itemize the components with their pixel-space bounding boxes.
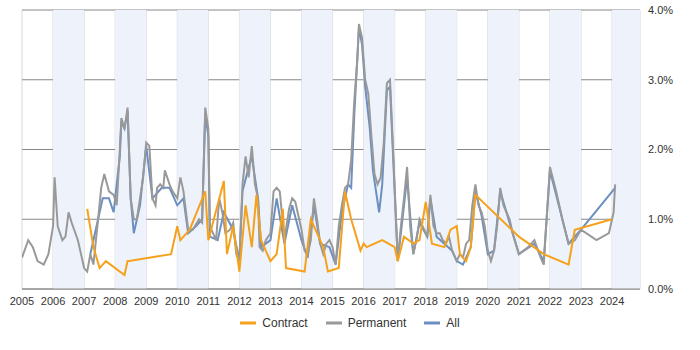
svg-text:2017: 2017 xyxy=(382,295,406,307)
html-text:Permanent: Permanent xyxy=(347,316,407,330)
svg-text:2005: 2005 xyxy=(10,295,34,307)
svg-text:2022: 2022 xyxy=(538,295,562,307)
svg-text:2007: 2007 xyxy=(72,295,96,307)
svg-text:0.0%: 0.0% xyxy=(648,283,673,295)
svg-text:2013: 2013 xyxy=(258,295,282,307)
svg-text:2024: 2024 xyxy=(600,295,624,307)
svg-text:2015: 2015 xyxy=(320,295,344,307)
svg-text:2.0%: 2.0% xyxy=(648,143,673,155)
svg-text:2008: 2008 xyxy=(103,295,127,307)
svg-text:2006: 2006 xyxy=(41,295,65,307)
svg-text:2021: 2021 xyxy=(507,295,531,307)
svg-text:2016: 2016 xyxy=(351,295,375,307)
svg-text:2014: 2014 xyxy=(289,295,313,307)
svg-text:1.0%: 1.0% xyxy=(648,213,673,225)
svg-text:2019: 2019 xyxy=(445,295,469,307)
svg-text:2010: 2010 xyxy=(165,295,189,307)
svg-text:3.0%: 3.0% xyxy=(648,74,673,86)
html-text:All: All xyxy=(446,316,460,330)
svg-text:2018: 2018 xyxy=(413,295,437,307)
svg-text:2009: 2009 xyxy=(134,295,158,307)
svg-text:4.0%: 4.0% xyxy=(648,4,673,16)
html-text:Contract: Contract xyxy=(262,316,308,330)
svg-text:2011: 2011 xyxy=(197,295,221,307)
svg-text:2023: 2023 xyxy=(569,295,593,307)
svg-text:2012: 2012 xyxy=(227,295,251,307)
svg-text:2020: 2020 xyxy=(476,295,500,307)
